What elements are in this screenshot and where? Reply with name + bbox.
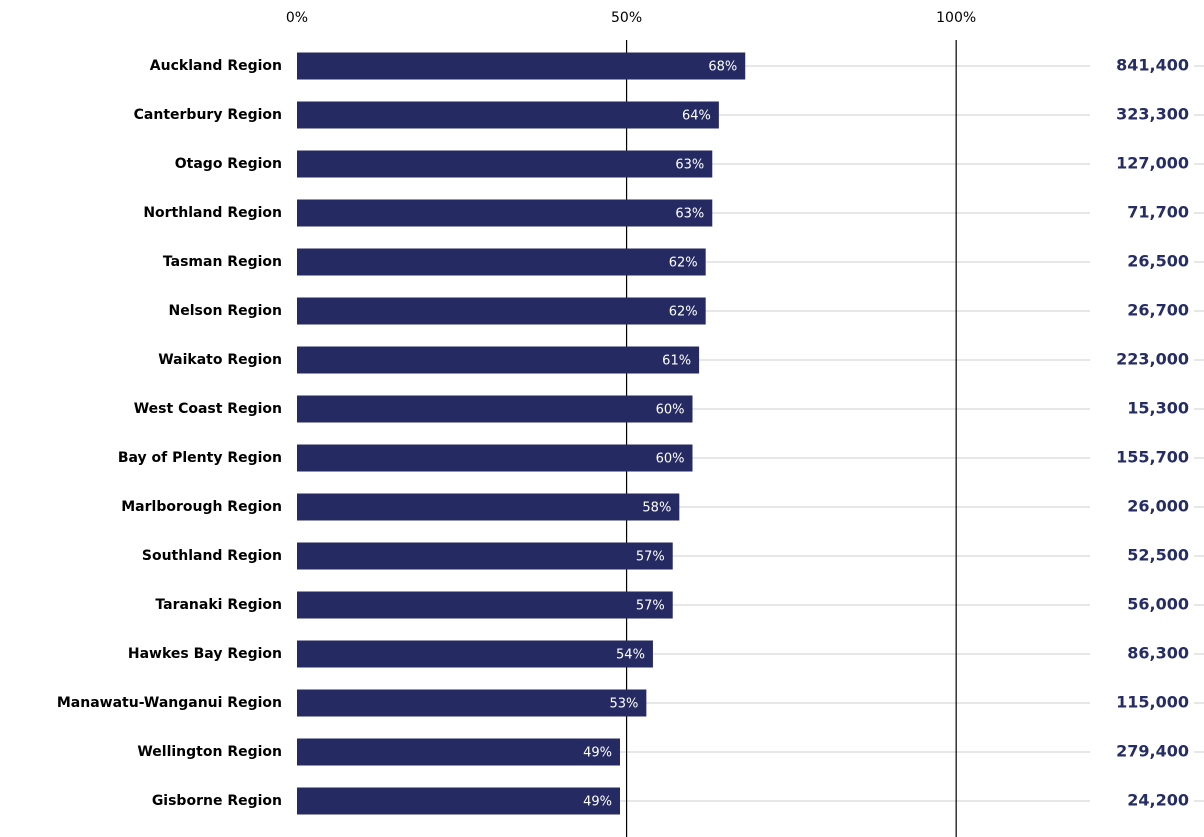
population-label: 115,000 bbox=[1116, 693, 1189, 712]
bar bbox=[297, 395, 693, 423]
population-label: 86,300 bbox=[1127, 644, 1189, 663]
bar bbox=[297, 199, 713, 227]
population-label: 26,500 bbox=[1127, 252, 1189, 271]
value-label: 53% bbox=[609, 697, 638, 712]
category-label: Taranaki Region bbox=[155, 597, 282, 613]
value-label: 68% bbox=[708, 60, 737, 75]
value-label: 57% bbox=[636, 550, 665, 565]
category-label: Manawatu-Wanganui Region bbox=[57, 695, 282, 711]
bar bbox=[297, 150, 713, 178]
bar bbox=[297, 444, 693, 472]
bar bbox=[297, 738, 620, 766]
value-label: 61% bbox=[662, 354, 691, 369]
population-label: 223,000 bbox=[1116, 350, 1189, 369]
population-label: 24,200 bbox=[1127, 791, 1189, 810]
value-label: 64% bbox=[682, 109, 711, 124]
x-tick-label: 0% bbox=[286, 10, 308, 26]
category-label: Nelson Region bbox=[169, 303, 282, 319]
category-label: Hawkes Bay Region bbox=[128, 646, 282, 662]
value-label: 63% bbox=[675, 207, 704, 222]
bar bbox=[297, 101, 719, 129]
population-label: 52,500 bbox=[1127, 546, 1189, 565]
population-label: 323,300 bbox=[1116, 105, 1189, 124]
value-label: 54% bbox=[616, 648, 645, 663]
bar bbox=[297, 542, 673, 570]
population-label: 26,700 bbox=[1127, 301, 1189, 320]
category-label: Otago Region bbox=[175, 156, 282, 172]
population-label: 71,700 bbox=[1127, 203, 1189, 222]
value-label: 62% bbox=[669, 305, 698, 320]
bar bbox=[297, 591, 673, 619]
value-label: 60% bbox=[656, 403, 685, 418]
bar bbox=[297, 493, 680, 521]
bar bbox=[297, 248, 706, 276]
population-label: 841,400 bbox=[1116, 56, 1189, 75]
value-label: 63% bbox=[675, 158, 704, 173]
x-tick-label: 50% bbox=[611, 10, 642, 26]
category-label: West Coast Region bbox=[134, 401, 282, 417]
value-label: 62% bbox=[669, 256, 698, 271]
category-label: Canterbury Region bbox=[134, 107, 282, 123]
category-label: Wellington Region bbox=[137, 744, 282, 760]
population-label: 56,000 bbox=[1127, 595, 1189, 614]
category-label: Tasman Region bbox=[163, 254, 282, 270]
bar bbox=[297, 346, 700, 374]
value-label: 60% bbox=[656, 452, 685, 467]
category-label: Southland Region bbox=[142, 548, 282, 564]
category-label: Northland Region bbox=[143, 205, 282, 221]
bar bbox=[297, 689, 647, 717]
population-label: 127,000 bbox=[1116, 154, 1189, 173]
value-label: 58% bbox=[642, 501, 671, 516]
value-label: 57% bbox=[636, 599, 665, 614]
population-label: 279,400 bbox=[1116, 742, 1189, 761]
category-label: Bay of Plenty Region bbox=[118, 450, 282, 466]
population-label: 155,700 bbox=[1116, 448, 1189, 467]
category-label: Gisborne Region bbox=[152, 793, 282, 809]
bar bbox=[297, 297, 706, 325]
x-tick-label: 100% bbox=[936, 10, 976, 26]
category-label: Marlborough Region bbox=[121, 499, 282, 515]
population-label: 26,000 bbox=[1127, 497, 1189, 516]
bar bbox=[297, 640, 653, 668]
value-label: 49% bbox=[583, 746, 612, 761]
value-label: 49% bbox=[583, 795, 612, 810]
population-label: 15,300 bbox=[1127, 399, 1189, 418]
bar bbox=[297, 787, 620, 815]
category-label: Auckland Region bbox=[150, 58, 282, 74]
bar bbox=[297, 52, 746, 80]
category-label: Waikato Region bbox=[158, 352, 282, 368]
